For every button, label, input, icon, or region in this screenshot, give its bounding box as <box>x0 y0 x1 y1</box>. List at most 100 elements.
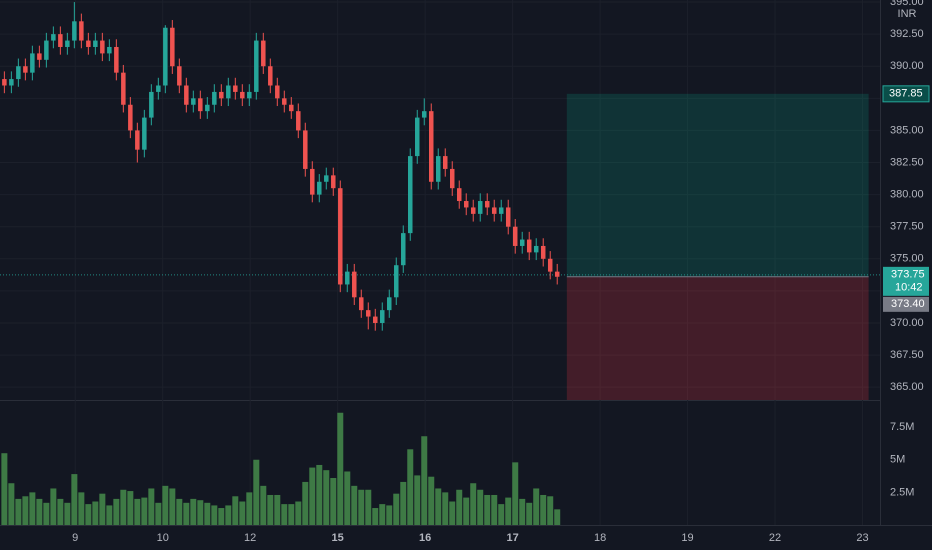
volume-bar <box>64 502 71 525</box>
x-tick-label: 18 <box>594 532 606 544</box>
candle-body <box>51 34 56 41</box>
candle-body <box>470 207 476 214</box>
volume-bar <box>43 502 50 525</box>
candle-body <box>366 310 371 317</box>
x-tick-label: 16 <box>419 532 431 544</box>
candle-body <box>156 85 161 92</box>
bid-label-bg <box>883 296 929 312</box>
volume-bar <box>274 494 281 525</box>
candle-body <box>191 98 196 105</box>
candle-body <box>275 85 280 99</box>
candle-body <box>72 21 77 41</box>
candle-body <box>219 91 224 99</box>
candle-body <box>484 201 490 208</box>
volume-bar <box>106 505 113 525</box>
candle-body <box>177 66 182 86</box>
volume-bar <box>470 483 477 525</box>
candle-body <box>491 207 497 214</box>
candle-body <box>205 104 210 112</box>
volume-bar <box>15 498 22 525</box>
volume-tick-label: 2.5M <box>890 486 914 498</box>
volume-bar <box>330 478 337 525</box>
candle-body <box>289 104 294 112</box>
volume-bar <box>421 436 428 525</box>
volume-tick-label: 7.5M <box>890 421 914 433</box>
volume-bar <box>225 505 232 525</box>
x-tick-label: 17 <box>506 532 518 544</box>
last-price-label-bg <box>883 266 929 296</box>
volume-bar <box>533 488 540 525</box>
y-tick-label: 382.50 <box>890 156 924 168</box>
candle-body <box>128 104 133 131</box>
candle-body <box>498 207 504 214</box>
candle-body <box>512 226 518 246</box>
volume-bar <box>449 501 456 525</box>
target-label-bg <box>882 85 930 103</box>
candle-body <box>93 40 98 47</box>
y-tick-label: 395.00 <box>890 0 924 8</box>
y-tick-label: 367.50 <box>890 349 924 361</box>
candle-body <box>135 130 140 150</box>
x-tick-label: 10 <box>157 532 169 544</box>
volume-bar <box>414 475 421 525</box>
volume-bar <box>99 493 106 525</box>
volume-bar <box>407 449 414 525</box>
candle-body <box>463 201 469 208</box>
volume-bar <box>211 505 218 525</box>
volume-bar <box>477 489 484 525</box>
volume-bar <box>176 498 183 525</box>
candle-body <box>170 27 175 67</box>
volume-bar <box>526 502 533 525</box>
candle-body <box>415 117 420 157</box>
candle-body <box>282 98 287 105</box>
volume-bar <box>491 494 498 525</box>
x-tick-label: 9 <box>72 532 78 544</box>
candle-body <box>331 175 336 189</box>
volume-bar <box>92 501 99 525</box>
candle-body <box>422 111 427 118</box>
volume-bar <box>463 497 470 525</box>
countdown-label: 10:42 <box>895 282 923 294</box>
volume-bar <box>127 491 134 525</box>
candle-body <box>142 117 147 150</box>
candle-body <box>261 40 266 67</box>
x-tick-label: 23 <box>856 532 868 544</box>
volume-bar <box>29 492 36 525</box>
candle-body <box>338 188 343 285</box>
candle-body <box>100 40 105 54</box>
volume-bar <box>148 488 155 525</box>
candle-body <box>30 53 35 73</box>
volume-bar <box>8 483 15 525</box>
candle-body <box>184 85 189 105</box>
x-tick-label: 22 <box>769 532 781 544</box>
volume-bar <box>71 474 78 525</box>
volume-bar <box>190 498 197 525</box>
candle-body <box>547 258 553 272</box>
candle-body <box>352 271 357 298</box>
candle-body <box>268 66 273 86</box>
last-price-label: 373.75 <box>891 269 925 281</box>
volume-bar <box>50 488 57 525</box>
bid-label: 373.40 <box>891 298 925 310</box>
candle-body <box>226 85 231 99</box>
volume-bar <box>400 481 407 525</box>
volume-bar <box>155 502 162 525</box>
volume-tick-label: 5M <box>890 454 905 466</box>
volume-bar <box>309 467 316 525</box>
candle-body <box>442 156 448 169</box>
currency-label: INR <box>898 8 917 20</box>
volume-bar <box>512 462 519 525</box>
volume-bar <box>323 470 330 525</box>
loss-zone <box>566 276 869 400</box>
volume-bar <box>295 501 302 525</box>
volume-bar <box>232 496 239 525</box>
volume-bar <box>316 464 323 525</box>
volume-bar <box>344 471 351 525</box>
candle-body <box>436 156 441 182</box>
candle-body <box>247 91 252 99</box>
candle-body <box>44 40 49 60</box>
volume-bar <box>281 504 288 525</box>
candle-body <box>519 239 525 246</box>
